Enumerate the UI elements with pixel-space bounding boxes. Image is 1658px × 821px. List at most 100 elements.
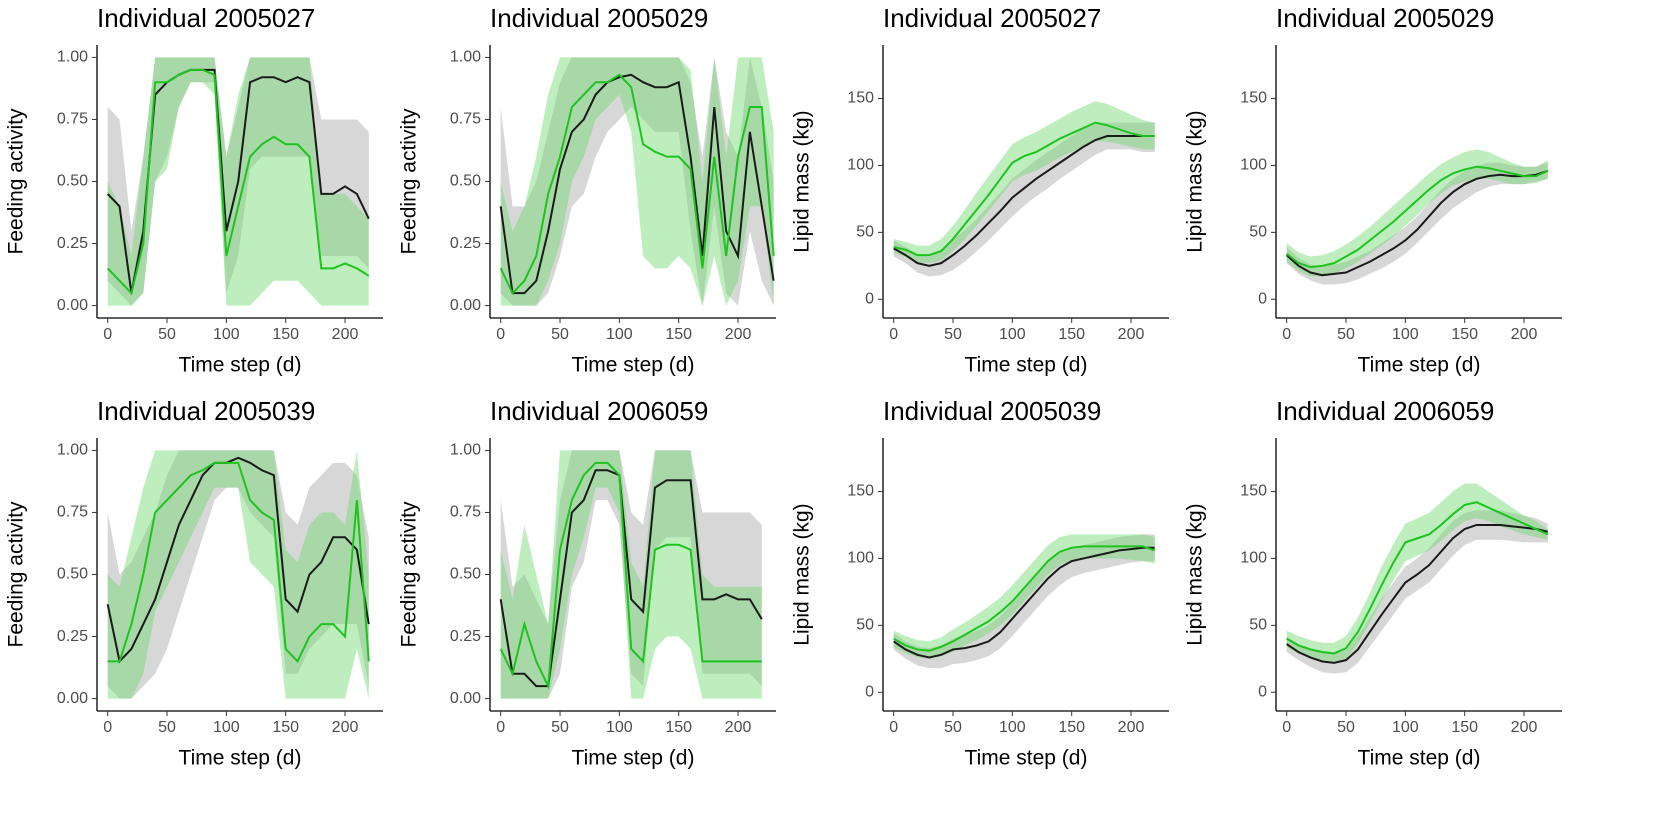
y-tick-label: 100	[847, 157, 874, 174]
panel-title: Individual 2006059	[1276, 396, 1494, 426]
y-tick-label: 0.50	[57, 566, 88, 583]
x-tick-label: 150	[1058, 326, 1085, 343]
y-axis-label: Feeding activity	[5, 108, 28, 254]
x-tick-label: 50	[158, 719, 176, 736]
y-axis-label: Lipid mass (kg)	[1184, 503, 1207, 645]
y-tick-label: 0.75	[450, 111, 481, 128]
confidence-band	[893, 534, 1155, 659]
panel-title: Individual 2005029	[1276, 3, 1494, 33]
x-tick-label: 0	[1282, 326, 1291, 343]
confidence-band	[1286, 149, 1548, 277]
series-line	[106, 68, 370, 296]
x-axis-label: Time step (d)	[1358, 354, 1481, 377]
x-tick-label: 0	[496, 719, 505, 736]
x-tick-label: 200	[332, 326, 359, 343]
confidence-band	[500, 450, 762, 699]
y-tick-label: 0.25	[450, 628, 481, 645]
series-line	[499, 73, 775, 295]
x-tick-label: 150	[272, 719, 299, 736]
confidence-band	[1286, 162, 1548, 285]
panel-title: Individual 2005029	[490, 3, 708, 33]
panel: Individual 2005039 Time step (d) Feeding a…	[5, 396, 383, 770]
confidence-band	[1286, 483, 1548, 663]
y-tick-label: 0.00	[450, 690, 481, 707]
x-tick-label: 200	[332, 719, 359, 736]
y-tick-label: 0	[1258, 683, 1267, 700]
series-line	[499, 469, 763, 688]
y-tick-label: 0.00	[450, 297, 481, 314]
x-tick-label: 100	[1392, 719, 1419, 736]
panel: Individual 2006059 Time step (d) Lipid mas…	[1184, 396, 1562, 770]
y-tick-label: 1.00	[450, 49, 481, 66]
x-tick-label: 100	[213, 326, 240, 343]
y-tick-label: 0.50	[450, 566, 481, 583]
series-line	[893, 546, 1155, 659]
panel-title: Individual 2006059	[490, 396, 708, 426]
series-line	[1286, 523, 1548, 664]
y-tick-label: 0.00	[57, 690, 88, 707]
y-tick-label: 0.50	[57, 173, 88, 190]
series-line	[1286, 501, 1549, 655]
panel: Individual 2005027 Time step (d) Feeding a…	[5, 3, 383, 377]
confidence-band	[893, 122, 1155, 277]
x-tick-label: 200	[725, 326, 752, 343]
y-tick-label: 0.25	[57, 235, 88, 252]
x-tick-label: 150	[665, 326, 692, 343]
x-tick-label: 150	[1451, 326, 1478, 343]
x-axis-label: Time step (d)	[179, 747, 302, 770]
series-line	[1286, 165, 1549, 269]
y-tick-label: 100	[1240, 157, 1267, 174]
y-axis-label: Feeding activity	[5, 501, 28, 647]
y-axis-label: Feeding activity	[398, 108, 421, 254]
confidence-band	[500, 57, 774, 306]
x-tick-label: 150	[272, 326, 299, 343]
x-axis-label: Time step (d)	[572, 747, 695, 770]
y-tick-label: 0.75	[57, 504, 88, 521]
x-axis-label: Time step (d)	[965, 747, 1088, 770]
confidence-band	[893, 534, 1155, 669]
y-tick-label: 0	[865, 290, 874, 307]
panel: Individual 2005029 Time step (d) Lipid mas…	[1184, 3, 1562, 377]
x-tick-label: 50	[551, 326, 569, 343]
panel: Individual 2005027 Time step (d) Lipid mas…	[791, 3, 1169, 377]
x-tick-label: 200	[1118, 326, 1145, 343]
x-axis-label: Time step (d)	[965, 354, 1088, 377]
x-tick-label: 0	[496, 326, 505, 343]
y-tick-label: 0.25	[57, 628, 88, 645]
x-tick-label: 0	[889, 719, 898, 736]
panel-title: Individual 2005039	[883, 396, 1101, 426]
y-axis-label: Lipid mass (kg)	[791, 110, 814, 252]
x-tick-label: 50	[1337, 326, 1355, 343]
x-tick-label: 0	[1282, 719, 1291, 736]
y-tick-label: 150	[847, 483, 874, 500]
confidence-band	[893, 101, 1155, 264]
x-tick-label: 150	[1451, 719, 1478, 736]
x-axis-label: Time step (d)	[179, 354, 302, 377]
x-tick-label: 50	[158, 326, 176, 343]
y-tick-label: 0.25	[450, 235, 481, 252]
y-axis-label: Lipid mass (kg)	[791, 503, 814, 645]
y-tick-label: 0.00	[57, 297, 88, 314]
y-tick-label: 150	[1240, 483, 1267, 500]
x-tick-label: 100	[1392, 326, 1419, 343]
panel: Individual 2006059 Time step (d) Feeding a…	[398, 396, 776, 770]
x-tick-label: 100	[999, 719, 1026, 736]
x-tick-label: 100	[213, 719, 240, 736]
x-tick-label: 100	[606, 326, 633, 343]
series-line	[893, 135, 1155, 267]
confidence-band	[500, 450, 762, 699]
series-line	[499, 461, 762, 690]
x-tick-label: 0	[103, 326, 112, 343]
y-tick-label: 0.50	[450, 173, 481, 190]
series-line	[107, 461, 370, 664]
y-axis-label: Feeding activity	[398, 501, 421, 647]
y-tick-label: 150	[1240, 90, 1267, 107]
y-tick-label: 50	[856, 224, 874, 241]
x-tick-label: 100	[606, 719, 633, 736]
x-tick-label: 200	[1511, 326, 1538, 343]
y-tick-label: 100	[1240, 550, 1267, 567]
x-axis-label: Time step (d)	[1358, 747, 1481, 770]
y-tick-label: 1.00	[450, 442, 481, 459]
x-tick-label: 0	[889, 326, 898, 343]
panel-title: Individual 2005027	[97, 3, 315, 33]
